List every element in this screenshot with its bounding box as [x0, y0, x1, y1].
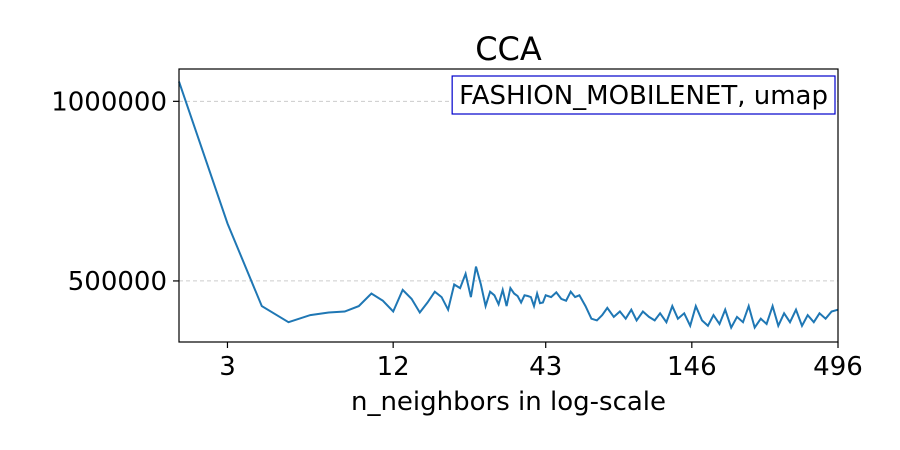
legend-text: FASHION_MOBILENET, umap [459, 81, 828, 111]
tick-layer: 500000 1000000 3 12 43 146 496 [51, 87, 863, 382]
x-axis-label: n_neighbors in log-scale [351, 387, 666, 417]
series-line [178, 81, 839, 331]
x-tick-label: 12 [377, 352, 410, 382]
x-tick-label: 496 [813, 352, 863, 382]
x-tick-label: 146 [667, 352, 717, 382]
grid-layer [179, 100, 838, 282]
x-tick-label: 43 [529, 352, 562, 382]
plot-frame [178, 68, 839, 343]
chart-title: CCA [475, 30, 542, 68]
y-tick-label: 500000 [68, 267, 167, 297]
y-tick-label: 1000000 [51, 87, 167, 117]
legend-box [451, 75, 836, 115]
legend: FASHION_MOBILENET, umap [451, 75, 836, 115]
x-tick-label: 3 [219, 352, 236, 382]
